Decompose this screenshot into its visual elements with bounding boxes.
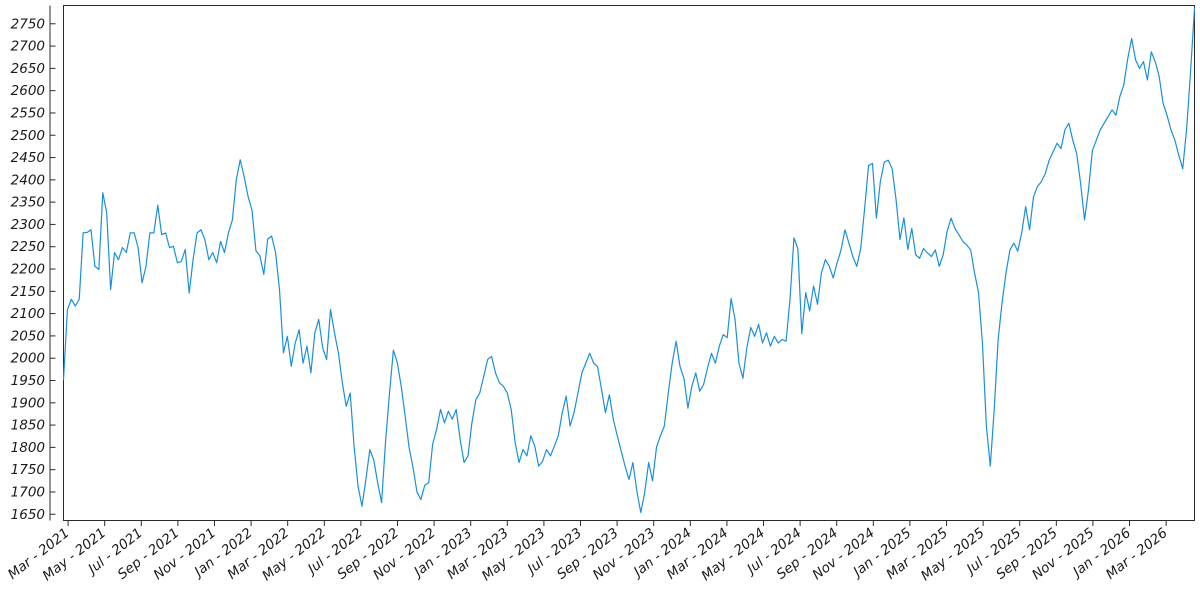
y-tick-label: 2200 <box>11 262 45 278</box>
y-tick-label: 2150 <box>11 284 45 300</box>
y-tick-label: 2300 <box>11 217 45 233</box>
y-tick-label: 2500 <box>11 128 45 144</box>
y-tick-label: 2550 <box>11 105 45 121</box>
y-tick-label: 1650 <box>11 507 45 523</box>
y-tick-label: 2350 <box>11 195 45 211</box>
y-tick-label: 2600 <box>11 83 45 99</box>
y-tick-label: 1950 <box>11 373 45 389</box>
plot-frame <box>63 5 1195 521</box>
y-tick-label: 1700 <box>11 484 45 500</box>
y-tick-label: 2750 <box>11 16 45 32</box>
y-tick-label: 2250 <box>11 239 45 255</box>
y-tick-label: 2700 <box>11 39 45 55</box>
y-tick-label: 2650 <box>11 61 45 77</box>
y-tick-label: 1800 <box>11 440 45 456</box>
y-tick-label: 1750 <box>11 462 45 478</box>
y-tick-label: 2000 <box>11 351 45 367</box>
y-tick-label: 2050 <box>11 328 45 344</box>
y-tick-label: 2100 <box>11 306 45 322</box>
y-tick-label: 2450 <box>11 150 45 166</box>
y-tick-label: 1900 <box>11 395 45 411</box>
y-tick-label: 1850 <box>11 418 45 434</box>
y-tick-label: 2400 <box>11 172 45 188</box>
data-line-series <box>62 7 1196 514</box>
